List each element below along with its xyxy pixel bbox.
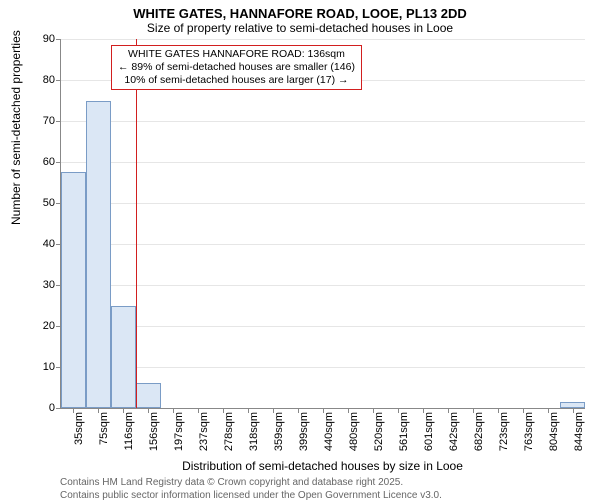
xtick-label: 723sqm: [498, 408, 510, 451]
bar: [86, 101, 110, 409]
xtick-label: 197sqm: [173, 408, 185, 451]
ytick-label: 70: [31, 115, 61, 127]
xtick-label: 520sqm: [373, 408, 385, 451]
gridline: [61, 244, 585, 245]
chart-title: WHITE GATES, HANNAFORE ROAD, LOOE, PL13 …: [0, 0, 600, 21]
gridline: [61, 203, 585, 204]
xtick-label: 278sqm: [223, 408, 235, 451]
chart-container: WHITE GATES, HANNAFORE ROAD, LOOE, PL13 …: [0, 0, 600, 500]
xtick-label: 682sqm: [473, 408, 485, 451]
bar: [61, 172, 85, 408]
ytick-label: 10: [31, 361, 61, 373]
chart-footer: Contains HM Land Registry data © Crown c…: [0, 477, 600, 502]
gridline: [61, 121, 585, 122]
ytick-label: 50: [31, 197, 61, 209]
gridline: [61, 367, 585, 368]
gridline: [61, 39, 585, 40]
xtick-label: 561sqm: [398, 408, 410, 451]
xtick-label: 237sqm: [198, 408, 210, 451]
annotation-line: WHITE GATES HANNAFORE ROAD: 136sqm: [118, 48, 355, 61]
xtick-label: 116sqm: [123, 408, 135, 450]
annotation-line: ← 89% of semi-detached houses are smalle…: [118, 61, 355, 74]
xtick-label: 399sqm: [298, 408, 310, 451]
x-axis-title: Distribution of semi-detached houses by …: [0, 459, 600, 473]
xtick-label: 35sqm: [73, 408, 85, 445]
xtick-label: 844sqm: [573, 408, 585, 451]
ytick-label: 20: [31, 320, 61, 332]
marker-line: [136, 39, 137, 408]
footer-line-2: Contains public sector information licen…: [60, 490, 585, 502]
xtick-label: 804sqm: [548, 408, 560, 451]
plot-area: 010203040506070809035sqm75sqm116sqm156sq…: [60, 39, 585, 409]
ytick-label: 30: [31, 279, 61, 291]
xtick-label: 440sqm: [323, 408, 335, 451]
gridline: [61, 285, 585, 286]
annotation-box: WHITE GATES HANNAFORE ROAD: 136sqm← 89% …: [111, 45, 362, 90]
xtick-label: 318sqm: [248, 408, 260, 451]
xtick-label: 359sqm: [273, 408, 285, 451]
chart-plot-wrap: 010203040506070809035sqm75sqm116sqm156sq…: [60, 39, 585, 409]
annotation-line: 10% of semi-detached houses are larger (…: [118, 74, 355, 87]
gridline: [61, 162, 585, 163]
xtick-label: 763sqm: [523, 408, 535, 451]
y-axis-title: Number of semi-detached properties: [9, 30, 23, 225]
xtick-label: 480sqm: [348, 408, 360, 451]
ytick-label: 80: [31, 74, 61, 86]
ytick-label: 90: [31, 33, 61, 45]
ytick-label: 60: [31, 156, 61, 168]
bar: [136, 383, 160, 408]
xtick-label: 75sqm: [98, 408, 110, 445]
gridline: [61, 326, 585, 327]
xtick-label: 156sqm: [148, 408, 160, 451]
xtick-label: 601sqm: [423, 408, 435, 451]
footer-line-1: Contains HM Land Registry data © Crown c…: [60, 477, 585, 490]
ytick-label: 40: [31, 238, 61, 250]
chart-subtitle: Size of property relative to semi-detach…: [0, 21, 600, 39]
bar: [111, 306, 135, 409]
xtick-label: 642sqm: [448, 408, 460, 451]
ytick-label: 0: [31, 402, 61, 414]
